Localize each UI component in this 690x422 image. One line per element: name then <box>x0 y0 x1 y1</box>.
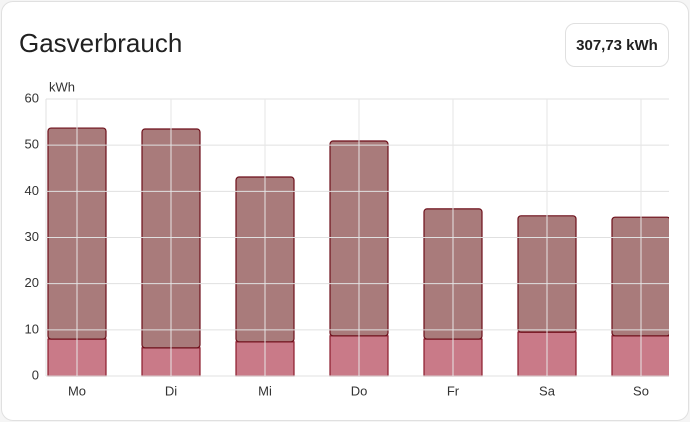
x-tick-label: So <box>633 383 649 398</box>
x-tick-label: Fr <box>447 383 460 398</box>
y-tick-label: 20 <box>25 275 39 290</box>
y-tick-label: 40 <box>25 183 39 198</box>
y-tick-label: 10 <box>25 321 39 336</box>
card-title: Gasverbrauch <box>19 28 183 58</box>
y-tick-label: 30 <box>25 229 39 244</box>
y-tick-label: 60 <box>25 90 39 105</box>
total-badge[interactable]: 307,73 kWh <box>565 23 669 67</box>
y-tick-label: 50 <box>25 137 39 152</box>
x-tick-label: Do <box>351 383 368 398</box>
y-axis-label: kWh <box>49 79 75 94</box>
y-tick-label: 0 <box>32 367 39 382</box>
x-tick-label: Mi <box>258 383 272 398</box>
x-tick-label: Di <box>165 383 177 398</box>
x-tick-label: Sa <box>539 383 556 398</box>
x-tick-label: Mo <box>68 383 86 398</box>
